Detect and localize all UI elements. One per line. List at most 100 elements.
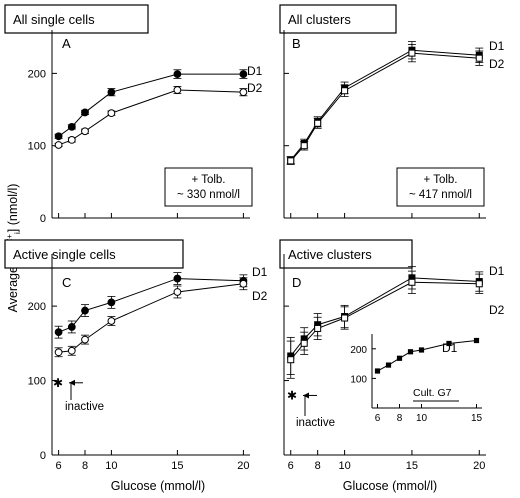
series-label-D1: D1 <box>247 64 263 78</box>
inactive-arrowhead <box>303 392 309 399</box>
series-label-D2: D2 <box>489 303 505 317</box>
data-point <box>173 70 182 79</box>
panel-header: All single cells <box>13 12 95 27</box>
data-point <box>54 328 63 337</box>
data-point <box>341 87 349 95</box>
data-point <box>54 348 63 357</box>
data-point <box>107 109 116 118</box>
inset-data-point <box>407 349 414 355</box>
inset-y-tick-label: 100 <box>350 374 367 385</box>
inset-data-point <box>418 347 425 353</box>
y-tick-label: 200 <box>28 68 46 80</box>
panel-B: All clusters B D1 D2 + Tolb. ~ 417 nmol/l <box>279 4 505 219</box>
series-label-D1: D1 <box>252 265 268 279</box>
data-point <box>287 356 295 364</box>
annotation-text: + Tolb. <box>424 174 458 186</box>
series-line-D1 <box>58 278 244 333</box>
inset-chart: 100 200 6 8 10 15 D1 Cult. G7 <box>350 334 482 424</box>
data-point <box>173 274 182 283</box>
x-tick-label: 15 <box>171 460 183 472</box>
panel-header: All clusters <box>288 12 351 27</box>
panel-header-box <box>279 239 413 269</box>
series-label-D1: D1 <box>489 39 505 53</box>
inactive-arrowhead <box>69 379 75 386</box>
inset-data-point <box>385 362 392 368</box>
annotation-text: + Tolb. <box>192 174 226 186</box>
inset-x-tick-label: 10 <box>416 413 428 424</box>
inset-data-point <box>396 355 403 361</box>
x-tick-label: 8 <box>315 460 321 472</box>
inset-x-tick-label: 8 <box>397 413 403 424</box>
x-tick-label: 20 <box>237 460 249 472</box>
data-point <box>173 86 182 94</box>
y-tick-label: 200 <box>28 301 46 313</box>
x-tick-label: 6 <box>288 460 294 472</box>
data-point <box>67 122 76 131</box>
x-tick-label: 8 <box>82 460 88 472</box>
inset-label: Cult. G7 <box>413 387 452 399</box>
data-point <box>107 317 116 325</box>
data-point <box>239 70 248 79</box>
data-point <box>67 346 76 355</box>
data-point <box>239 88 248 97</box>
inactive-marker: ✱ <box>287 388 297 402</box>
panel-header-box <box>4 239 184 269</box>
panel-letter: C <box>62 275 71 290</box>
data-point <box>314 119 322 127</box>
data-point <box>287 157 295 165</box>
series-line-D2 <box>58 89 244 146</box>
series-line-D1 <box>290 49 480 161</box>
series-label-D1: D1 <box>489 264 505 278</box>
inset-data-point <box>446 340 452 347</box>
y-tick-label: 100 <box>28 376 46 388</box>
x-tick-label: 10 <box>105 460 117 472</box>
inset-x-tick-label: 15 <box>471 413 483 424</box>
panel-header: Active clusters <box>288 247 372 262</box>
panel-C: Active single cells C 0 100 200 6 8 10 15 20 D1 D2 ✱… <box>4 239 268 472</box>
x-axis-label-left: Glucose (mmol/l) <box>111 479 205 493</box>
annotation-box <box>164 167 253 207</box>
panel-D: Active clusters D 6 8 10 15 20 D1 D2 ✱ inactive 100… <box>279 239 505 472</box>
x-tick-label: 6 <box>56 460 62 472</box>
panel-header-box <box>279 4 397 34</box>
inset-data-point <box>374 368 381 374</box>
panel-letter: B <box>292 36 301 51</box>
series-line-D2 <box>290 52 480 162</box>
series-label-D2: D2 <box>252 289 268 303</box>
inset-series-label: D1 <box>442 341 458 355</box>
inset-y-tick-label: 200 <box>350 345 367 356</box>
panel-header: Active single cells <box>13 247 116 262</box>
inset-x-tick-label: 6 <box>375 413 381 424</box>
data-point <box>107 298 116 307</box>
data-point <box>54 141 63 149</box>
data-point <box>67 136 76 144</box>
data-point <box>475 280 483 288</box>
series-label-D2: D2 <box>247 81 263 95</box>
x-tick-label: 20 <box>473 460 485 472</box>
annotation-text: ~ 330 nmol/l <box>177 189 240 201</box>
x-tick-label: 10 <box>338 460 350 472</box>
data-point <box>239 279 248 288</box>
annotation-text: ~ 417 nmol/l <box>409 189 472 201</box>
inactive-label: inactive <box>65 401 104 413</box>
x-tick-label: 15 <box>406 460 418 472</box>
y-tick-label: 0 <box>40 213 46 225</box>
series-line-D1 <box>58 73 244 137</box>
inset-series-line <box>377 340 477 372</box>
panel-letter: D <box>292 275 301 290</box>
data-point <box>67 323 76 331</box>
data-point <box>107 88 116 97</box>
y-tick-label: 0 <box>40 450 46 462</box>
data-point <box>81 335 89 344</box>
panel-header-box <box>4 4 149 34</box>
data-point <box>54 132 63 141</box>
data-point <box>314 324 322 332</box>
series-label-D2: D2 <box>489 57 505 71</box>
inactive-marker: ✱ <box>53 376 63 390</box>
data-point <box>341 314 349 322</box>
data-point <box>173 288 182 296</box>
panel-A: All single cells A 0 100 200 D1 D2 + Tolb. ~ 330… <box>4 4 263 225</box>
data-point <box>81 108 89 117</box>
y-tick-label: 100 <box>28 141 46 153</box>
